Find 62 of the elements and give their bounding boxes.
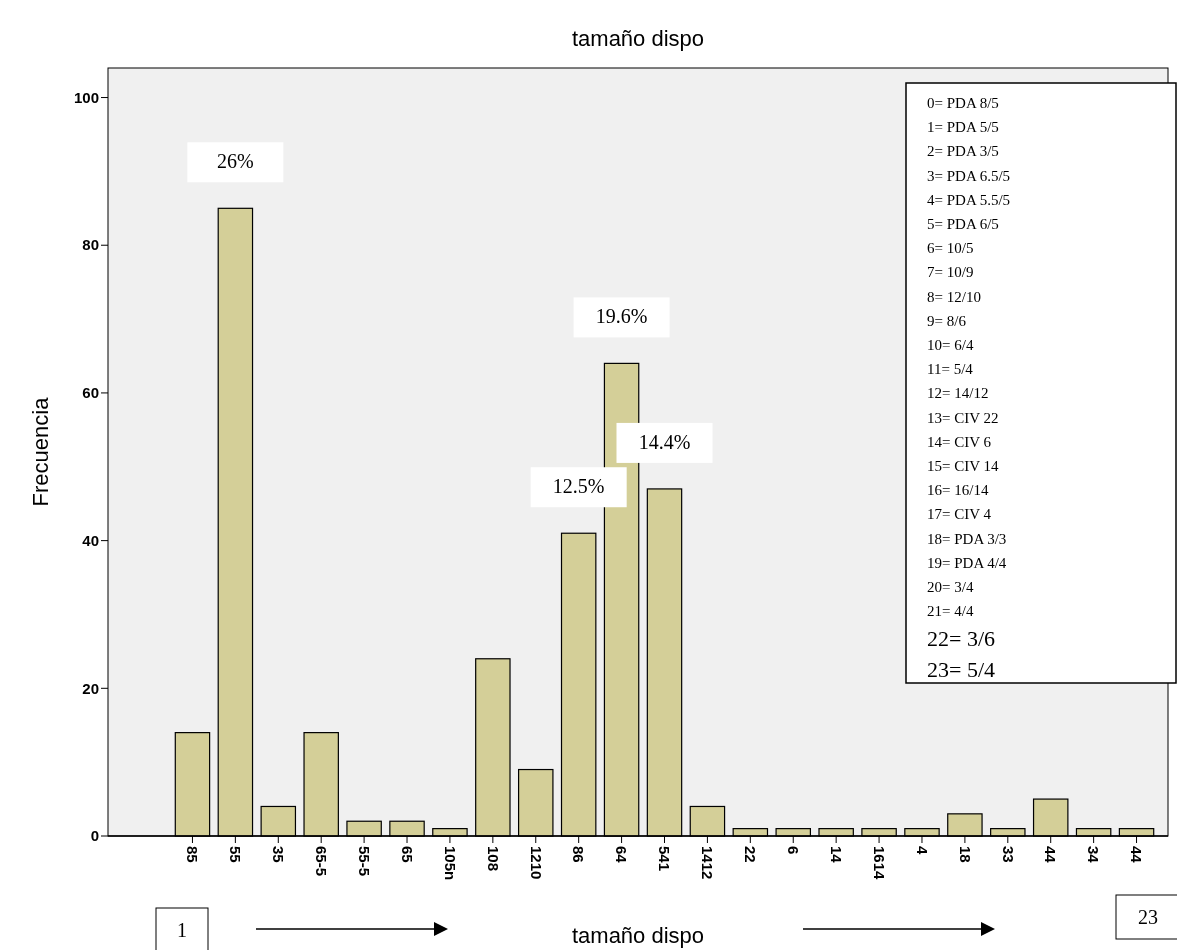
chart-title: tamaño dispo <box>571 26 705 51</box>
annotation: 26% <box>217 150 254 173</box>
x-tick-label: 14 <box>827 846 845 864</box>
annotation: 6= 10/5 <box>927 240 974 257</box>
x-tick-label: 55-5 <box>355 846 373 877</box>
x-tick-label: 44 <box>1042 846 1060 864</box>
annotation: 20= 3/4 <box>927 579 974 595</box>
y-tick-label: 40 <box>82 531 99 549</box>
annotation: 12= 14/12 <box>927 385 989 402</box>
x-tick-label: 33 <box>999 846 1017 863</box>
annotation: 18= PDA 3/3 <box>927 530 1007 547</box>
annotation: 19= PDA 4/4 <box>927 554 1007 571</box>
annotation: 11= 5/4 <box>927 361 974 378</box>
x-tick-label: 1210 <box>527 846 545 880</box>
annotation: 3= PDA 6.5/5 <box>927 167 1011 184</box>
x-tick-label: 18 <box>956 846 974 863</box>
x-tick-label: 65 <box>398 846 416 863</box>
x-tick-label: 35 <box>270 846 288 863</box>
annotation: 8= 12/10 <box>927 288 981 305</box>
y-tick-label: 20 <box>82 679 99 697</box>
y-tick-label: 60 <box>82 384 99 402</box>
text: 23 <box>1138 906 1158 928</box>
annotation: 9= 8/6 <box>927 312 967 329</box>
x-tick-label: 86 <box>570 846 588 863</box>
x-tick-label: 105n <box>441 846 459 881</box>
x-tick-label: 22 <box>742 846 760 863</box>
x-tick-label: 1412 <box>699 846 717 880</box>
annotation: 12.5% <box>552 475 605 498</box>
annotation: 22= 3/6 <box>927 626 996 652</box>
annotation: 14= CIV 6 <box>927 433 992 450</box>
annotation: 16= 16/14 <box>927 482 989 499</box>
annotation: 15= CIV 14 <box>927 458 1000 474</box>
y-tick-label: 0 <box>90 827 99 845</box>
y-axis-title: Frecuencia <box>28 396 53 507</box>
annotation: 13= CIV 22 <box>927 409 999 426</box>
x-axis-title: tamaño dispo <box>571 923 705 948</box>
annotation: 23= 5/4 <box>927 657 996 683</box>
annotation: 7= 10/9 <box>927 264 974 281</box>
y-tick-label: 80 <box>82 236 99 254</box>
annotation: 1= PDA 5/5 <box>927 119 999 136</box>
annotation: 14.4% <box>638 430 691 453</box>
x-tick-label: 65-5 <box>312 846 330 877</box>
x-tick-label: 34 <box>1085 846 1103 864</box>
x-tick-label: 85 <box>184 846 202 863</box>
x-tick-label: 44 <box>1128 846 1146 864</box>
annotation: 19.6% <box>595 305 648 328</box>
x-tick-label: 55 <box>227 846 245 863</box>
y-tick-label: 100 <box>73 88 99 106</box>
x-tick-label: 6 <box>784 846 802 855</box>
x-tick-label: 64 <box>613 846 631 864</box>
x-tick-label: 1614 <box>870 846 888 881</box>
annotation: 0= PDA 8/5 <box>927 95 999 111</box>
x-tick-label: 4 <box>913 846 931 855</box>
text: 1 <box>177 919 187 941</box>
annotation: 5= PDA 6/5 <box>927 216 999 232</box>
annotation: 21= 4/4 <box>927 603 974 620</box>
annotation: 10= 6/4 <box>927 337 974 353</box>
annotation: 17= CIV 4 <box>927 506 992 523</box>
annotation: 2= PDA 3/5 <box>927 143 999 160</box>
x-tick-label: 541 <box>656 846 674 872</box>
annotation: 4= PDA 5.5/5 <box>927 191 1011 208</box>
x-tick-label: 108 <box>484 846 502 872</box>
